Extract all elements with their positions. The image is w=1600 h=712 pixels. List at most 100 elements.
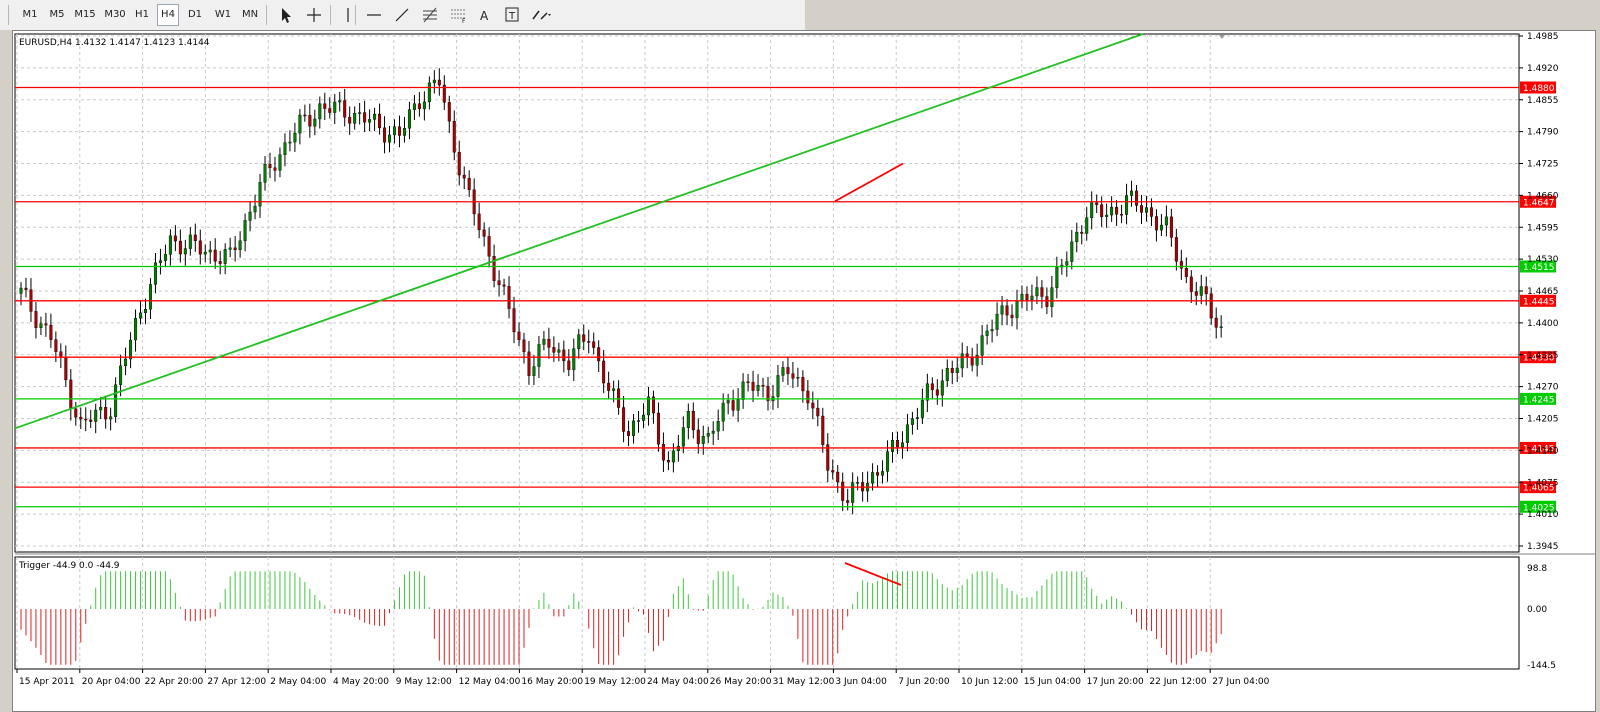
candle-body: [383, 127, 387, 143]
price-level-label: 1.4647: [1520, 195, 1556, 208]
time-tick-label: 26 May 20:00: [710, 677, 772, 687]
vertical-line-tool-button[interactable]: [336, 4, 360, 26]
candle-body: [1015, 301, 1019, 318]
candle-body: [776, 375, 780, 397]
candle-body: [462, 174, 466, 179]
candle-body: [995, 313, 999, 330]
time-tick-label: 2 May 04:00: [270, 677, 326, 687]
price-level-label-text: 1.4245: [1523, 395, 1555, 405]
candle-body: [397, 126, 401, 136]
text-tool-tool-button[interactable]: A: [472, 4, 496, 26]
price-tick-label: 1.4335: [1527, 351, 1559, 361]
support-resistance-lines: 1.4880 1.4647 1.4515 1.4445 1.4330 1.4245 1.41…: [15, 81, 1556, 513]
candle-body: [552, 347, 556, 353]
text-label-tool-button[interactable]: T: [500, 4, 524, 26]
timeframe-button-m5[interactable]: M5: [49, 9, 65, 20]
candle-body: [333, 101, 337, 113]
candle-body: [457, 152, 461, 176]
price-level-label-text: 1.4880: [1523, 84, 1555, 94]
candle-body: [761, 385, 765, 387]
price-level-label-bg: [1520, 351, 1556, 364]
candle-body: [642, 414, 646, 421]
cursor-arrow-tool-button[interactable]: [273, 4, 297, 26]
candle-body: [373, 113, 377, 120]
candle-body: [622, 407, 626, 432]
candle-body: [726, 400, 730, 404]
time-tick-label: 20 Apr 04:00: [82, 677, 141, 687]
price-level-label-text: 1.4330: [1523, 354, 1555, 364]
candle-body: [547, 338, 551, 348]
price-level-label: 1.4515: [1520, 260, 1556, 273]
timeframe-button-w1[interactable]: W1: [214, 9, 232, 20]
fibonacci-tool-button[interactable]: [418, 4, 442, 26]
channel-icon: F: [451, 9, 466, 25]
price-tick-label: 1.4660: [1527, 191, 1559, 201]
timeframe-button-h1[interactable]: H1: [135, 9, 149, 20]
candle-body: [447, 102, 451, 122]
timeframe-button-mn[interactable]: MN: [241, 9, 259, 20]
candle-body: [208, 249, 212, 253]
candle-body: [582, 334, 586, 342]
candle-body: [975, 355, 979, 366]
trendline-icon: [395, 8, 409, 22]
price-tick-label: 1.4985: [1527, 32, 1559, 42]
timeframe-button-h4[interactable]: H4: [157, 4, 179, 26]
timeframe-button-m30[interactable]: M30: [104, 9, 126, 20]
timeframe-button-d1[interactable]: D1: [187, 9, 203, 20]
candle-body: [507, 286, 511, 309]
candle-body: [378, 113, 382, 129]
candle-body: [313, 118, 317, 127]
trendline-tool-button[interactable]: [390, 4, 414, 26]
candle-body: [248, 211, 252, 221]
candle-body: [656, 412, 660, 445]
candle-body: [193, 234, 197, 242]
time-tick-label: 10 Jun 12:00: [961, 677, 1018, 687]
toolbar-separator: [266, 5, 267, 25]
candle-body: [268, 164, 272, 168]
candle-body: [935, 389, 939, 396]
candle-body: [223, 249, 227, 264]
crosshair-tool-button[interactable]: [302, 4, 326, 26]
candle-body: [119, 365, 123, 385]
svg-text:T: T: [508, 11, 516, 22]
candle-body: [1194, 291, 1198, 296]
candle-body: [288, 141, 292, 144]
candle-body: [915, 417, 919, 419]
time-tick-label: 22 Apr 20:00: [145, 677, 204, 687]
candle-body: [168, 235, 172, 255]
candle-body: [353, 113, 357, 124]
candle-body: [1030, 295, 1034, 301]
candle-body: [183, 248, 187, 255]
price-level-label-bg: [1520, 441, 1556, 454]
price-level-label: 1.4245: [1520, 392, 1556, 405]
candle-body: [24, 287, 28, 290]
candle-body: [502, 284, 506, 287]
candle-body: [706, 433, 710, 437]
candle-body: [681, 427, 685, 447]
timeframe-button-m1[interactable]: M1: [22, 9, 38, 20]
candle-body: [69, 379, 73, 410]
candle-body: [756, 385, 760, 391]
channel-tool-button[interactable]: F: [446, 4, 470, 26]
price-tick-label: 1.4205: [1527, 415, 1559, 425]
candle-body: [925, 383, 929, 401]
candle-body: [940, 380, 944, 396]
candle-body: [1095, 202, 1099, 205]
candle-body: [1055, 266, 1059, 288]
candle-body: [134, 318, 138, 341]
arrows-tool-button[interactable]: [528, 4, 552, 26]
candle-body: [1174, 237, 1178, 262]
chart-canvas[interactable]: 1.4880 1.4647 1.4515 1.4445 1.4330 1.4245 1.41…: [13, 31, 1595, 711]
candle-body: [637, 420, 641, 422]
candle-body: [721, 402, 725, 422]
svg-text:A: A: [480, 9, 489, 23]
horizontal-line-tool-button[interactable]: [362, 4, 386, 26]
candle-body: [905, 424, 909, 443]
candle-body: [173, 235, 177, 242]
timeframe-button-m15[interactable]: M15: [74, 9, 96, 20]
candle-body: [39, 323, 43, 328]
candle-body: [293, 132, 297, 143]
price-tick-label: 1.4400: [1527, 319, 1559, 329]
text-tool-icon: A: [480, 9, 489, 23]
candle-body: [79, 416, 83, 420]
